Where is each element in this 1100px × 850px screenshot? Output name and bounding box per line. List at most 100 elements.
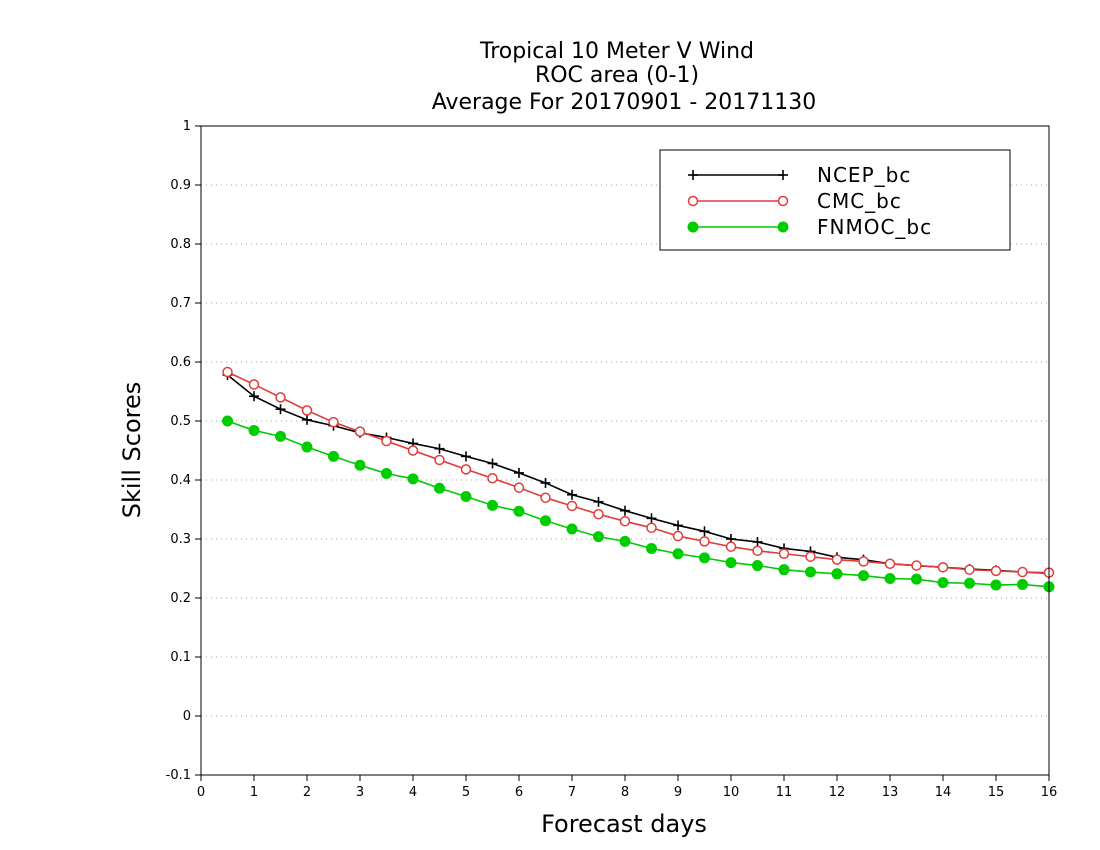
data-point-ncep-bc [620, 505, 630, 516]
series-cmc-bc [222, 366, 1055, 578]
x-tick-label: 12 [829, 785, 846, 800]
data-point-cmc-bc [434, 454, 445, 466]
x-tick-label: 0 [197, 785, 205, 800]
data-point-cmc-bc [248, 379, 260, 390]
y-tick-label: 0.4 [170, 473, 191, 488]
data-point-ncep-bc [646, 513, 657, 524]
data-point-fnmoc-bc [540, 515, 551, 527]
data-point-fnmoc-bc [699, 552, 710, 564]
y-tick-label: 0.6 [170, 355, 191, 370]
series-line-cmc-bc [227, 371, 1050, 574]
data-point-fnmoc-bc [593, 531, 604, 543]
data-point-fnmoc-bc [275, 430, 286, 442]
data-point-cmc-bc [672, 530, 684, 542]
series-group [222, 366, 1055, 593]
y-axis: -0.1 0 0.1 0.2 0.3 0.4 0.5 0.6 0.7 0.8 0.9 1 [166, 119, 201, 783]
data-point-fnmoc-bc [407, 473, 419, 485]
data-point-cmc-bc [460, 464, 472, 475]
x-tick-label: 3 [356, 785, 364, 800]
x-tick-label: 2 [303, 785, 311, 800]
data-point-cmc-bc [381, 435, 392, 447]
x-tick-label: 13 [882, 785, 899, 800]
data-point-ncep-bc [593, 496, 604, 507]
data-point-cmc-bc [222, 366, 233, 378]
x-tick-label: 15 [988, 785, 1005, 800]
data-point-ncep-bc [752, 536, 763, 547]
x-tick-label: 16 [1041, 785, 1058, 800]
data-point-cmc-bc [301, 405, 313, 416]
y-tick-label: 0.5 [170, 414, 191, 429]
y-tick-label: 0.8 [170, 237, 191, 252]
data-point-fnmoc-bc [487, 499, 498, 511]
data-point-fnmoc-bc [301, 441, 313, 453]
legend-marker-fnmoc-bc [687, 221, 699, 233]
y-tick-label: 0.3 [170, 532, 191, 547]
data-point-cmc-bc [354, 426, 366, 437]
data-point-fnmoc-bc [646, 542, 657, 554]
x-tick-label: 1 [250, 785, 258, 800]
legend-label-fnmoc-bc: FNMOC_bc [817, 215, 932, 239]
data-point-ncep-bc [302, 414, 312, 425]
data-point-fnmoc-bc [858, 570, 869, 582]
data-point-ncep-bc [487, 458, 498, 469]
series-line-ncep-bc [226, 374, 1050, 575]
data-point-cmc-bc [858, 556, 869, 567]
legend-marker-cmc-bc [687, 195, 699, 207]
data-point-fnmoc-bc [460, 491, 472, 503]
x-tick-label: 7 [568, 785, 576, 800]
data-point-cmc-bc [699, 536, 710, 547]
data-point-fnmoc-bc [937, 577, 949, 589]
data-point-fnmoc-bc [513, 505, 525, 517]
data-point-ncep-bc [567, 489, 577, 500]
data-point-ncep-bc [673, 520, 683, 531]
data-point-cmc-bc [805, 551, 816, 562]
data-point-cmc-bc [487, 472, 498, 484]
series-ncep-bc [222, 369, 1054, 579]
legend-marker-cmc-bc [777, 195, 789, 207]
chart-subtitle: ROC area (0-1) [535, 63, 699, 88]
data-point-fnmoc-bc [725, 557, 737, 569]
y-tick-label: 0.2 [170, 591, 191, 606]
data-point-cmc-bc [328, 416, 339, 428]
data-point-cmc-bc [778, 548, 790, 559]
data-point-fnmoc-bc [964, 577, 975, 589]
y-tick-label: 0 [183, 709, 191, 724]
x-tick-label: 10 [723, 785, 740, 800]
data-point-fnmoc-bc [619, 535, 631, 547]
data-point-fnmoc-bc [752, 560, 763, 572]
data-point-fnmoc-bc [248, 424, 260, 436]
x-tick-label: 11 [776, 785, 793, 800]
data-point-cmc-bc [407, 445, 419, 456]
y-axis-label: Skill Scores [118, 382, 146, 519]
series-line-fnmoc-bc [227, 420, 1050, 588]
y-tick-label: -0.1 [166, 768, 191, 783]
y-tick-label: 0.7 [170, 296, 191, 311]
data-point-fnmoc-bc [222, 415, 233, 427]
data-point-fnmoc-bc [990, 579, 1002, 591]
data-point-fnmoc-bc [1017, 578, 1028, 590]
series-fnmoc-bc [222, 415, 1055, 593]
data-point-fnmoc-bc [884, 573, 896, 585]
legend-marker-ncep-bc [688, 170, 698, 180]
data-point-ncep-bc [275, 404, 286, 415]
data-point-cmc-bc [646, 522, 657, 534]
data-point-cmc-bc [619, 516, 631, 527]
data-point-fnmoc-bc [434, 482, 445, 494]
data-point-cmc-bc [566, 500, 578, 512]
x-axis-label: Forecast days [541, 810, 707, 838]
legend-label-ncep-bc: NCEP_bc [817, 163, 911, 187]
data-point-cmc-bc [884, 558, 896, 570]
data-point-ncep-bc [434, 443, 445, 454]
data-point-fnmoc-bc [672, 548, 684, 560]
data-point-cmc-bc [937, 562, 949, 573]
x-tick-label: 9 [674, 785, 682, 800]
data-point-fnmoc-bc [778, 564, 790, 576]
data-point-fnmoc-bc [805, 566, 816, 578]
data-point-fnmoc-bc [328, 450, 339, 462]
data-point-cmc-bc [964, 564, 975, 575]
y-tick-label: 0.1 [170, 650, 191, 665]
legend-box [659, 149, 1011, 251]
legend-label-cmc-bc: CMC_bc [817, 189, 902, 213]
x-tick-label: 6 [515, 785, 523, 800]
